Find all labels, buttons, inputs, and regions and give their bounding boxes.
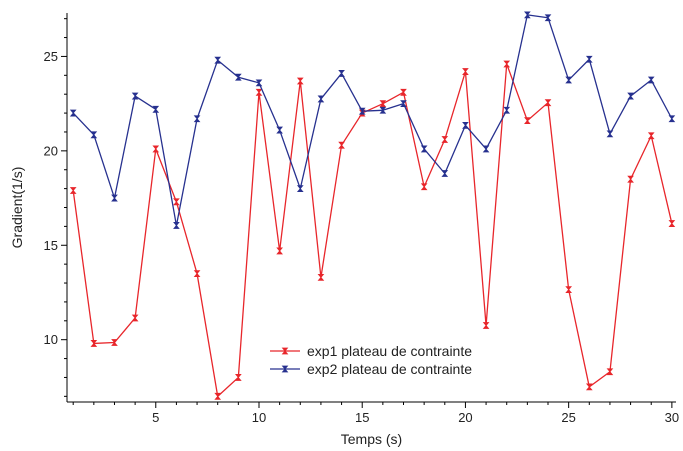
series-2-point: [111, 194, 118, 202]
series-1-line: [72, 63, 673, 397]
legend-swatch-marker: [281, 365, 289, 373]
series-1-point: [234, 374, 242, 381]
series-2-point: [379, 106, 387, 114]
series-2-point: [647, 76, 655, 84]
x-tick-label: 25: [561, 410, 575, 425]
series-2-point: [544, 14, 552, 22]
series-2-point: [503, 106, 511, 114]
axes: 5 10 15 20 25 30 10 15 20 25: [44, 13, 679, 425]
legend-swatch-marker: [281, 347, 289, 355]
series-2-line: [72, 14, 673, 227]
series-1-point: [379, 100, 387, 108]
legend: exp1 plateau de contrainte exp2 plateau d…: [270, 343, 472, 377]
series-2-point: [565, 76, 573, 84]
series-1-point: [503, 60, 511, 68]
series-2-point: [255, 79, 263, 87]
series-1-point: [214, 392, 222, 400]
series-1-point: [565, 286, 573, 294]
series-layer: [69, 11, 676, 400]
series-2-point: [90, 131, 98, 139]
y-tick-label: 20: [44, 143, 58, 158]
series-1-point: [606, 368, 614, 376]
series-1-point: [255, 88, 263, 96]
series-1-point: [338, 141, 345, 149]
series-1-point: [131, 314, 139, 322]
series-2-point: [462, 121, 469, 129]
series-2-point: [317, 95, 325, 103]
series-2-point: [234, 73, 242, 81]
series-2: [69, 11, 676, 229]
series-2-point: [585, 55, 593, 63]
series-2-point: [214, 56, 222, 64]
series-2-point: [69, 109, 77, 117]
series-1-point: [193, 270, 201, 277]
series-1-point: [400, 88, 407, 96]
series-1-point: [111, 339, 118, 346]
series-2-point: [482, 145, 490, 153]
series-2-point: [173, 222, 180, 229]
x-tick-label: 20: [458, 410, 472, 425]
series-2-point: [152, 105, 160, 113]
series-2-point: [131, 92, 139, 100]
x-tick-label: 10: [252, 410, 266, 425]
y-tick-label: 25: [44, 49, 58, 64]
series-1-point: [627, 175, 634, 183]
legend-label: exp2 plateau de contrainte: [307, 361, 472, 377]
series-1-point: [276, 247, 283, 255]
legend-label: exp1 plateau de contrainte: [307, 343, 472, 359]
series-1-point: [585, 383, 593, 391]
y-tick-label: 15: [44, 238, 58, 253]
series-1-point: [668, 220, 676, 227]
series-2-point: [524, 11, 531, 19]
series-1-point: [69, 187, 77, 194]
series-2-point: [441, 170, 449, 177]
series-1-point: [462, 68, 469, 75]
series-1-point: [317, 273, 325, 281]
x-tick-label: 15: [355, 410, 369, 425]
series-2-point: [193, 115, 201, 123]
series-2-point: [668, 115, 676, 123]
series-1-point: [441, 136, 449, 143]
series-1-point: [647, 132, 655, 140]
series-2-point: [606, 130, 614, 138]
series-1-point: [173, 198, 180, 206]
series-2-point: [276, 126, 283, 134]
x-tick-label: 30: [665, 410, 679, 425]
series-2-point: [296, 185, 304, 193]
series-2-point: [358, 107, 366, 115]
x-tick-label: 5: [152, 410, 159, 425]
series-2-point: [338, 70, 345, 77]
series-1-point: [296, 77, 304, 85]
series-1-point: [152, 145, 160, 153]
series-1-point: [482, 322, 490, 329]
y-axis-label: Gradient(1/s): [9, 167, 25, 249]
series-1-point: [420, 183, 428, 191]
series-2-point: [627, 92, 634, 100]
series-1-point: [90, 340, 98, 347]
series-1-point: [524, 117, 531, 125]
legend-item-2: exp2 plateau de contrainte: [270, 361, 472, 377]
x-axis-label: Temps (s): [341, 431, 402, 447]
series-2-point: [420, 145, 428, 153]
series-1-point: [544, 99, 552, 107]
series-2-point: [400, 100, 407, 108]
legend-item-1: exp1 plateau de contrainte: [270, 343, 472, 359]
y-tick-label: 10: [44, 332, 58, 347]
